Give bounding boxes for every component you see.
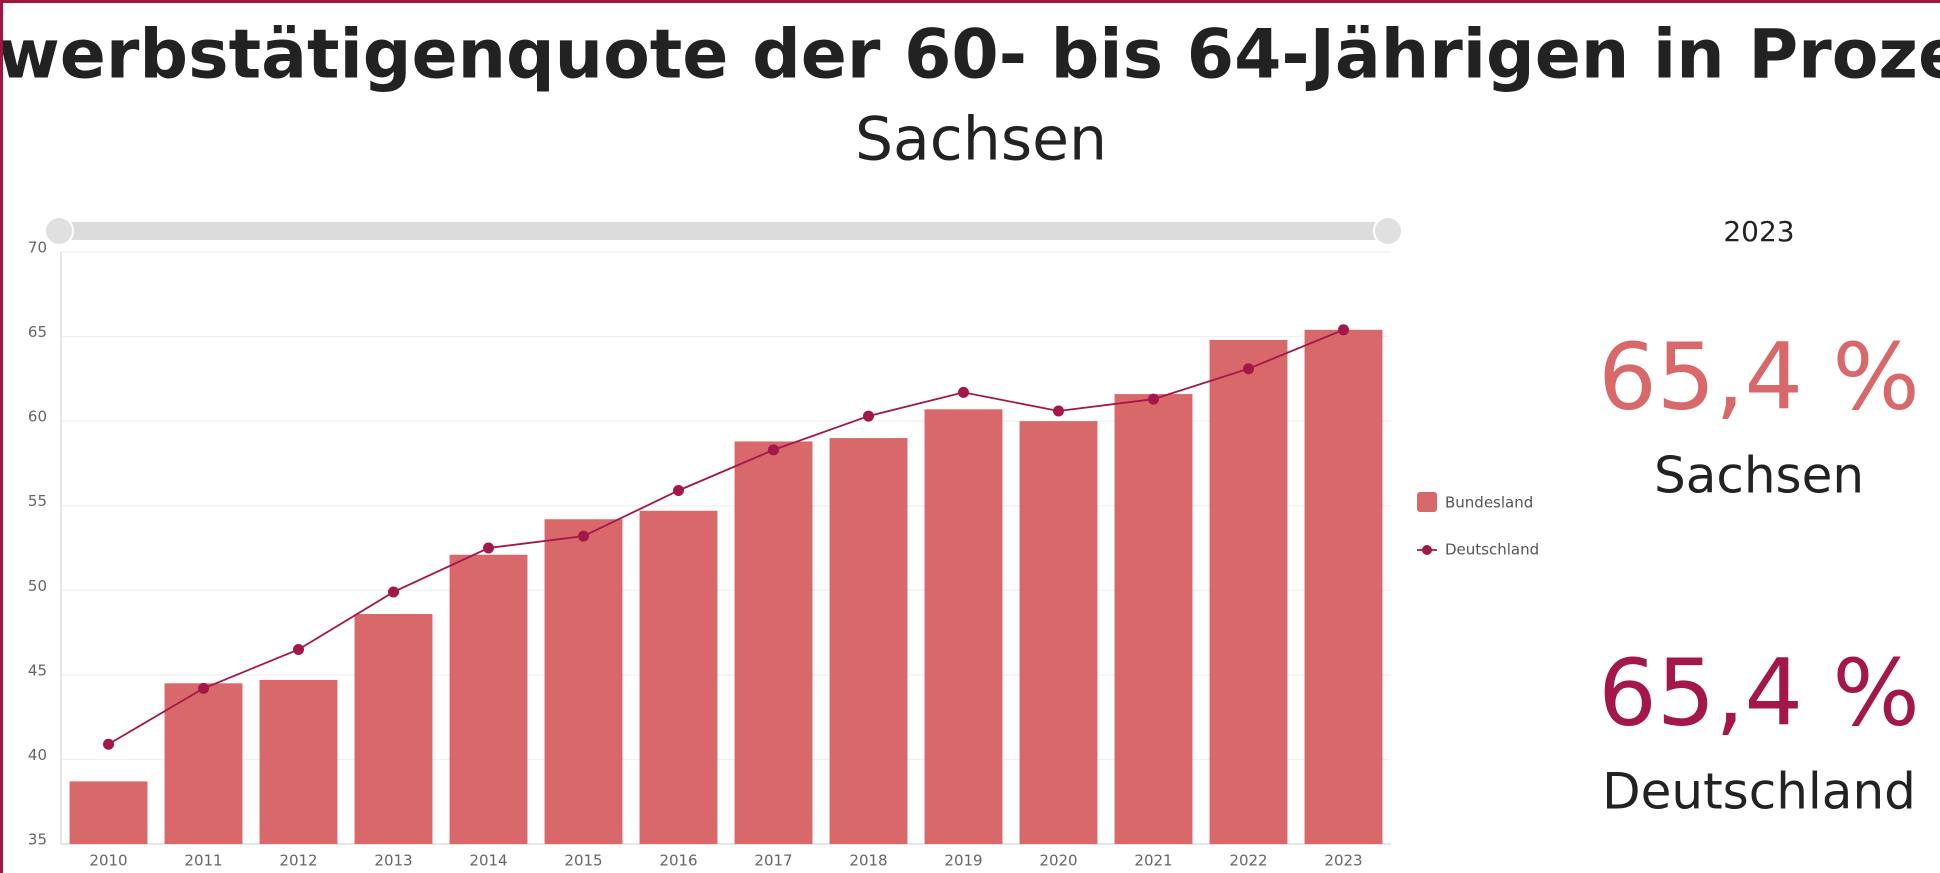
y-tick-label: 35 (28, 831, 47, 849)
chart-title: Erwerbstätigenquote der 60- bis 64-Jähri… (3, 16, 1940, 95)
bar (449, 554, 528, 844)
bar (924, 409, 1003, 844)
line-point (1338, 324, 1349, 336)
line-point (958, 386, 969, 398)
bar (164, 683, 243, 844)
bar (1114, 394, 1193, 844)
slider-handle[interactable] (44, 216, 74, 246)
bar (1209, 339, 1288, 844)
line-point (1243, 363, 1254, 375)
bar (829, 438, 908, 844)
x-tick-label: 2015 (564, 852, 602, 870)
panel-label: Sachsen (1654, 447, 1864, 505)
x-tick-label: 2013 (374, 852, 412, 870)
line-point (1148, 393, 1159, 405)
y-tick-label: 70 (28, 239, 47, 257)
panel-value: 65,4 % (1598, 639, 1920, 746)
line-point (388, 586, 399, 598)
line-point (483, 542, 494, 554)
x-tick-label: 2019 (944, 852, 982, 870)
y-tick-label: 45 (28, 661, 47, 679)
bar (354, 613, 433, 844)
panel-year: 2023 (1723, 215, 1794, 248)
x-tick-label: 2020 (1039, 852, 1077, 870)
x-tick-label: 2018 (849, 852, 887, 870)
legend-label: Deutschland (1445, 541, 1539, 559)
line-point (1053, 405, 1064, 417)
bar (259, 679, 338, 844)
line-point (673, 484, 684, 496)
line-point (198, 682, 209, 694)
y-tick-label: 60 (28, 408, 47, 426)
x-tick-label: 2012 (279, 852, 317, 870)
y-tick-label: 55 (28, 492, 47, 510)
x-tick-label: 2022 (1229, 852, 1267, 870)
y-tick-label: 40 (28, 746, 47, 764)
y-tick-label: 65 (28, 323, 47, 341)
bar (734, 441, 813, 844)
x-tick-label: 2017 (754, 852, 792, 870)
y-tick-label: 50 (28, 577, 47, 595)
legend-dot (1422, 545, 1432, 555)
line-point (293, 643, 304, 655)
panel-label: Deutschland (1602, 763, 1916, 821)
line-point (863, 410, 874, 422)
chart-subtitle: Sachsen (855, 105, 1107, 175)
line (108, 328, 1344, 745)
range-slider[interactable] (49, 222, 1393, 240)
x-tick-label: 2021 (1134, 852, 1172, 870)
x-tick-label: 2016 (659, 852, 697, 870)
bar (639, 510, 718, 844)
x-tick-label: 2011 (184, 852, 222, 870)
slider-handle[interactable] (1373, 216, 1403, 246)
line-point (768, 444, 779, 456)
x-tick-label: 2010 (89, 852, 127, 870)
legend-swatch (1417, 492, 1437, 512)
x-tick-label: 2023 (1324, 852, 1362, 870)
bar (544, 519, 623, 844)
chart: Erwerbstätigenquote der 60- bis 64-Jähri… (3, 16, 1940, 870)
line-point (103, 738, 114, 750)
bar (1019, 421, 1098, 844)
bar (1304, 329, 1383, 844)
panel-value: 65,4 % (1598, 323, 1920, 430)
x-tick-label: 2014 (469, 852, 507, 870)
bar (69, 781, 148, 844)
line-point (578, 530, 589, 542)
legend-label: Bundesland (1445, 494, 1533, 512)
